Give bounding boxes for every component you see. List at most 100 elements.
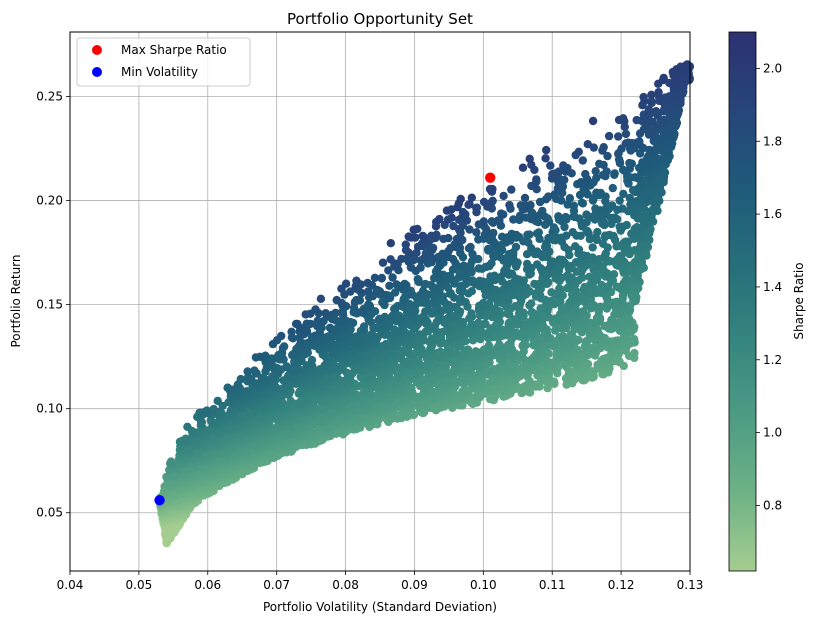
scatter-point (574, 147, 583, 156)
scatter-point (435, 214, 444, 224)
scatter-point (569, 201, 579, 210)
scatter-point (520, 193, 530, 203)
scatter-point (530, 279, 539, 289)
scatter-point (595, 159, 604, 168)
scatter-point (532, 260, 542, 269)
scatter-point (625, 158, 634, 168)
scatter-point (597, 280, 606, 290)
scatter-point (352, 276, 361, 285)
scatter-point (554, 212, 563, 221)
scatter-point (592, 173, 601, 183)
scatter-point (610, 169, 619, 178)
scatter-point (591, 167, 600, 176)
scatter-point (614, 115, 624, 125)
scatter-point (604, 131, 614, 141)
scatter-point (603, 151, 612, 161)
scatter-point (301, 310, 310, 319)
scatter-point (332, 295, 341, 305)
scatter-point (647, 97, 656, 106)
scatter-point (615, 196, 624, 205)
scatter-point (571, 242, 580, 251)
scatter-point (311, 305, 320, 314)
scatter-point (427, 231, 436, 240)
scatter-point (639, 92, 648, 102)
scatter-point (639, 125, 649, 134)
scatter-point (479, 197, 489, 207)
scatter-point (436, 347, 445, 356)
scatter-point (181, 434, 190, 443)
scatter-point (555, 174, 564, 184)
scatter-point (619, 189, 628, 199)
scatter-point (459, 261, 468, 270)
scatter-point (421, 307, 430, 316)
scatter-point (467, 256, 477, 266)
scatter-point (515, 211, 525, 221)
scatter-point (516, 201, 525, 210)
scatter-point (243, 367, 252, 376)
scatter-point (596, 302, 605, 311)
scatter-point (583, 140, 592, 149)
scatter-point (522, 259, 532, 269)
scatter-point (479, 298, 488, 308)
scatter-point (546, 161, 555, 170)
scatter-point (291, 319, 301, 329)
scatter-point (548, 170, 557, 179)
scatter-point (363, 278, 372, 288)
scatter-point (467, 287, 476, 296)
scatter-point (565, 194, 575, 203)
scatter-point (444, 313, 454, 322)
scatter-point (467, 193, 476, 202)
scatter-point (416, 263, 425, 272)
scatter-point (632, 115, 641, 125)
scatter-point (370, 273, 380, 282)
scatter-point (482, 308, 491, 318)
scatter-point (608, 183, 617, 193)
scatter-point (209, 404, 218, 414)
scatter-point (599, 143, 608, 152)
scatter-point (313, 316, 322, 325)
scatter-point (364, 287, 373, 296)
scatter-point (183, 422, 192, 431)
scatter-point (484, 341, 494, 350)
scatter-point (237, 411, 247, 420)
scatter-point (467, 309, 476, 318)
scatter-point (487, 217, 496, 226)
scatter-point (592, 188, 601, 197)
scatter-point (282, 362, 291, 371)
scatter-point (578, 156, 587, 165)
scatter-point (162, 472, 171, 482)
scatter-point (505, 249, 514, 259)
scatter-points (155, 60, 695, 548)
scatter-point (418, 239, 427, 248)
scatter-point (302, 361, 311, 370)
scatter-point (458, 207, 468, 217)
scatter-point (555, 284, 564, 293)
scatter-point (576, 178, 586, 187)
scatter-point (404, 232, 413, 241)
scatter-point (589, 301, 599, 310)
scatter-point (250, 366, 259, 375)
scatter-point (544, 192, 553, 201)
scatter-point (621, 237, 630, 246)
scatter-point (488, 196, 497, 205)
scatter-point (464, 200, 473, 209)
scatter-point (479, 217, 488, 226)
chart-title: Portfolio Opportunity Set (287, 10, 473, 28)
scatter-point (401, 240, 410, 249)
scatter-point (640, 211, 650, 221)
scatter-point (251, 353, 261, 362)
scatter-point (456, 294, 465, 303)
scatter-point (527, 299, 536, 308)
scatter-point (538, 206, 547, 216)
scatter-point (513, 382, 522, 392)
scatter-point (466, 242, 475, 252)
scatter-point (391, 288, 400, 297)
scatter-point (534, 228, 543, 237)
scatter-point (463, 345, 473, 354)
scatter-point (609, 270, 619, 279)
scatter-point (585, 272, 594, 281)
scatter-point (375, 314, 384, 323)
scatter-point (443, 215, 453, 224)
scatter-point (348, 386, 357, 396)
